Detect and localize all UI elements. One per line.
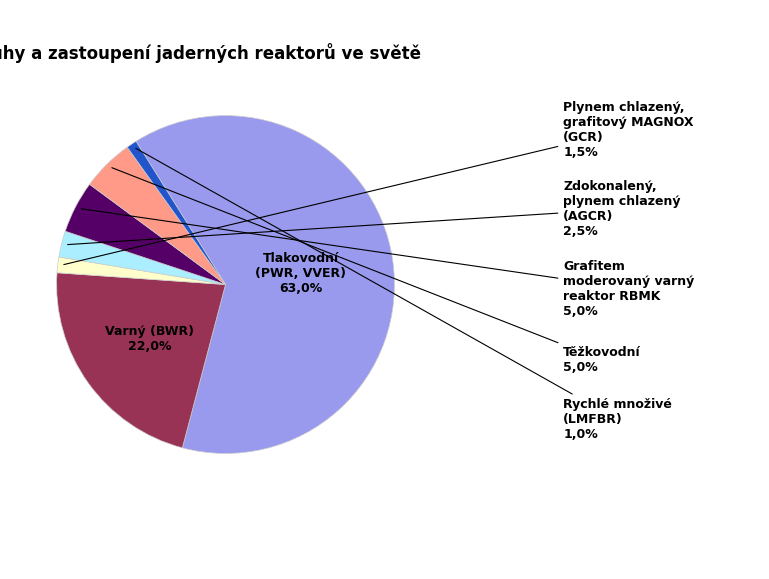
- Text: Těžkovodní
5,0%: Těžkovodní 5,0%: [112, 168, 641, 374]
- Wedge shape: [59, 231, 225, 284]
- Wedge shape: [57, 257, 225, 284]
- Wedge shape: [136, 116, 394, 453]
- Wedge shape: [127, 141, 225, 284]
- Text: Druhy a zastoupení jaderných reaktorů ve světě: Druhy a zastoupení jaderných reaktorů ve…: [0, 43, 421, 63]
- Wedge shape: [65, 184, 225, 284]
- Wedge shape: [57, 273, 225, 448]
- Wedge shape: [89, 147, 225, 284]
- Text: Varný (BWR)
22,0%: Varný (BWR) 22,0%: [105, 325, 195, 353]
- Text: Zdokonalený,
plynem chlazený
(AGCR)
2,5%: Zdokonalený, plynem chlazený (AGCR) 2,5%: [68, 180, 681, 244]
- Text: Rychlé množivé
(LMFBR)
1,0%: Rychlé množivé (LMFBR) 1,0%: [136, 148, 672, 441]
- Text: Tlakovodní
(PWR, VVER)
63,0%: Tlakovodní (PWR, VVER) 63,0%: [255, 252, 346, 295]
- Text: Plynem chlazený,
grafitový MAGNOX
(GCR)
1,5%: Plynem chlazený, grafitový MAGNOX (GCR) …: [64, 101, 694, 265]
- Text: Grafitem
moderovaný varný
reaktor RBMK
5,0%: Grafitem moderovaný varný reaktor RBMK 5…: [82, 209, 694, 317]
